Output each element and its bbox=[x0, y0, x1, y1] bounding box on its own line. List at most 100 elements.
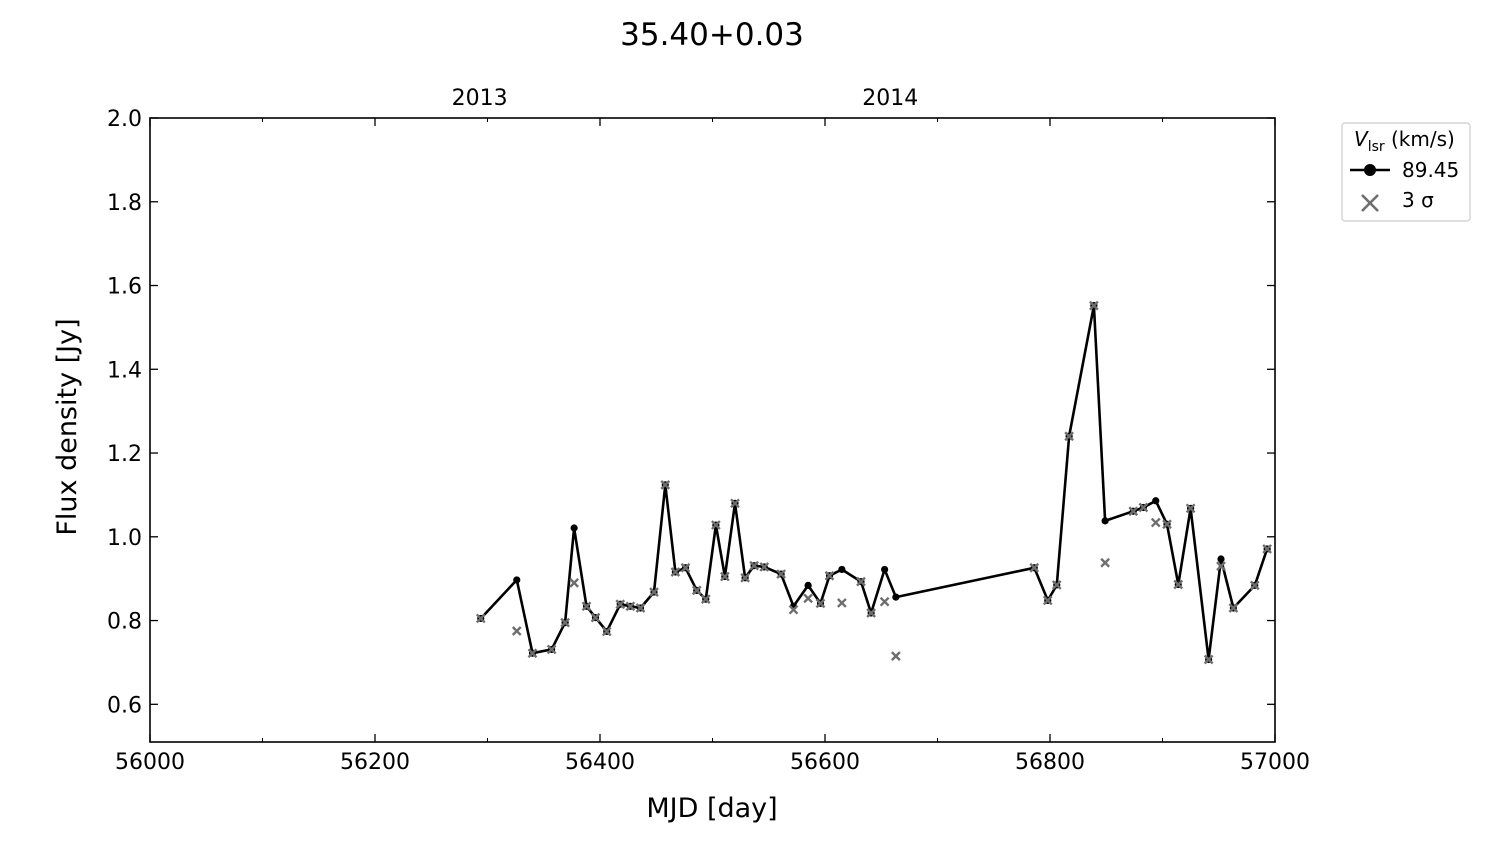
sigma-point bbox=[1216, 561, 1226, 571]
sigma-point-stroke bbox=[511, 626, 522, 636]
legend-sigma-cross bbox=[1361, 194, 1379, 212]
sigma-point bbox=[615, 599, 626, 610]
sigma-point-stroke bbox=[720, 571, 730, 582]
data-point bbox=[892, 593, 900, 601]
sigma-point-stroke bbox=[776, 569, 786, 579]
sigma-point bbox=[581, 601, 592, 612]
axes: 56000 56200 56400 56600 56800 57000 0.6 0.8 1.0 1… bbox=[107, 86, 1310, 775]
sigma-point-stroke bbox=[1216, 561, 1226, 571]
data-point bbox=[513, 576, 521, 584]
legend-frame bbox=[1341, 122, 1471, 222]
sigma-point-stroke bbox=[1029, 562, 1040, 573]
sigma-point-stroke bbox=[879, 596, 890, 607]
sigma-point bbox=[560, 617, 570, 628]
y-axis-label: Flux density [Jy] bbox=[52, 318, 83, 535]
sigma-point-stroke bbox=[1128, 506, 1139, 517]
sigma-point bbox=[527, 648, 538, 659]
legend-entry-series: 89.45 bbox=[1402, 158, 1459, 182]
legend-title-var: V bbox=[1354, 127, 1369, 151]
sigma-point-stroke bbox=[649, 587, 659, 597]
x-tick-label: 56200 bbox=[340, 750, 410, 775]
sigma-point-stroke bbox=[660, 480, 671, 490]
top-axis-year-label: 2013 bbox=[452, 86, 508, 111]
sigma-point-stroke bbox=[730, 498, 740, 509]
legend-entry-sigma-text: 3 σ bbox=[1402, 188, 1434, 212]
x-tick-label: 56400 bbox=[565, 750, 635, 775]
sigma-point-stroke bbox=[824, 570, 835, 581]
sigma-point bbox=[511, 626, 522, 636]
sigma-point-stroke bbox=[711, 520, 721, 530]
sigma-point-stroke bbox=[700, 594, 711, 605]
sigma-point-stroke bbox=[615, 599, 626, 610]
legend-sigma-marker bbox=[1361, 194, 1379, 212]
sigma-point bbox=[879, 596, 890, 607]
sigma-point bbox=[824, 570, 835, 581]
data-point bbox=[1152, 497, 1160, 505]
data-point bbox=[838, 565, 846, 574]
sigma-point bbox=[1042, 595, 1053, 606]
sigma-point bbox=[601, 626, 612, 637]
sigma-point-stroke bbox=[625, 601, 636, 612]
legend-title-unit: (km/s) bbox=[1385, 127, 1455, 151]
sigma-point-stroke bbox=[1089, 300, 1099, 311]
sigma-point-stroke bbox=[1051, 580, 1062, 590]
legend-marker-sample bbox=[1364, 164, 1376, 176]
y-tick-label: 1.2 bbox=[107, 442, 142, 467]
sigma-point-stroke bbox=[1262, 544, 1272, 554]
sigma-point-stroke bbox=[670, 567, 681, 577]
sigma-point-stroke bbox=[1185, 503, 1196, 514]
sigma-point bbox=[1173, 579, 1184, 590]
sigma-point-stroke bbox=[590, 612, 601, 623]
sigma-point-stroke bbox=[749, 560, 759, 571]
sigma-point bbox=[670, 567, 681, 577]
legend-sigma-cross-stroke bbox=[1361, 194, 1379, 212]
sigma-point bbox=[1064, 431, 1074, 442]
sigma-point-stroke bbox=[560, 617, 570, 628]
y-tick-label: 1.6 bbox=[107, 275, 142, 300]
sigma-point-stroke bbox=[759, 562, 770, 572]
sigma-point bbox=[1249, 580, 1260, 591]
sigma-point-stroke bbox=[1228, 603, 1239, 613]
sigma-point bbox=[1150, 517, 1161, 528]
sigma-point-stroke bbox=[803, 593, 813, 604]
sigma-point bbox=[866, 608, 876, 618]
legend-title: Vlsr (km/s) bbox=[1354, 127, 1455, 155]
sigma-point bbox=[1089, 300, 1099, 311]
sigma-point-stroke bbox=[815, 598, 826, 609]
data-point bbox=[881, 565, 889, 574]
sigma-point-stroke bbox=[527, 648, 538, 659]
chart-title: 35.40+0.03 bbox=[620, 17, 804, 53]
sigma-point-stroke bbox=[1042, 595, 1053, 606]
sigma-point-stroke bbox=[569, 578, 579, 588]
data-point bbox=[1101, 517, 1109, 525]
sigma-point-stroke bbox=[601, 626, 612, 637]
sigma-point bbox=[546, 644, 557, 655]
sigma-point bbox=[1262, 544, 1272, 554]
series-line bbox=[479, 304, 1269, 661]
sigma-point bbox=[1128, 506, 1139, 517]
sigma-point-stroke bbox=[691, 585, 702, 596]
sigma-point-stroke bbox=[1162, 519, 1172, 530]
sigma-point bbox=[1228, 603, 1239, 613]
sigma-point bbox=[803, 593, 813, 604]
top-axis-year-label: 2014 bbox=[862, 86, 918, 111]
sigma-point bbox=[815, 598, 826, 609]
sigma-point bbox=[649, 587, 659, 597]
plot-frame bbox=[149, 117, 1276, 743]
sigma-point bbox=[569, 578, 579, 588]
sigma-point bbox=[891, 651, 901, 661]
sigma-point bbox=[1100, 557, 1110, 568]
sigma-point bbox=[475, 613, 486, 624]
sigma-point bbox=[776, 569, 786, 579]
sigma-point bbox=[837, 598, 847, 608]
sigma-point-stroke bbox=[680, 562, 691, 573]
sigma-point bbox=[749, 560, 759, 571]
sigma-point bbox=[788, 604, 799, 615]
sigma-point bbox=[1138, 502, 1149, 513]
sigma-point bbox=[1162, 519, 1172, 530]
x-tick-label: 56800 bbox=[1015, 750, 1085, 775]
sigma-point-stroke bbox=[546, 644, 557, 655]
sigma-point-stroke bbox=[788, 604, 799, 615]
sigma-point bbox=[625, 601, 636, 612]
